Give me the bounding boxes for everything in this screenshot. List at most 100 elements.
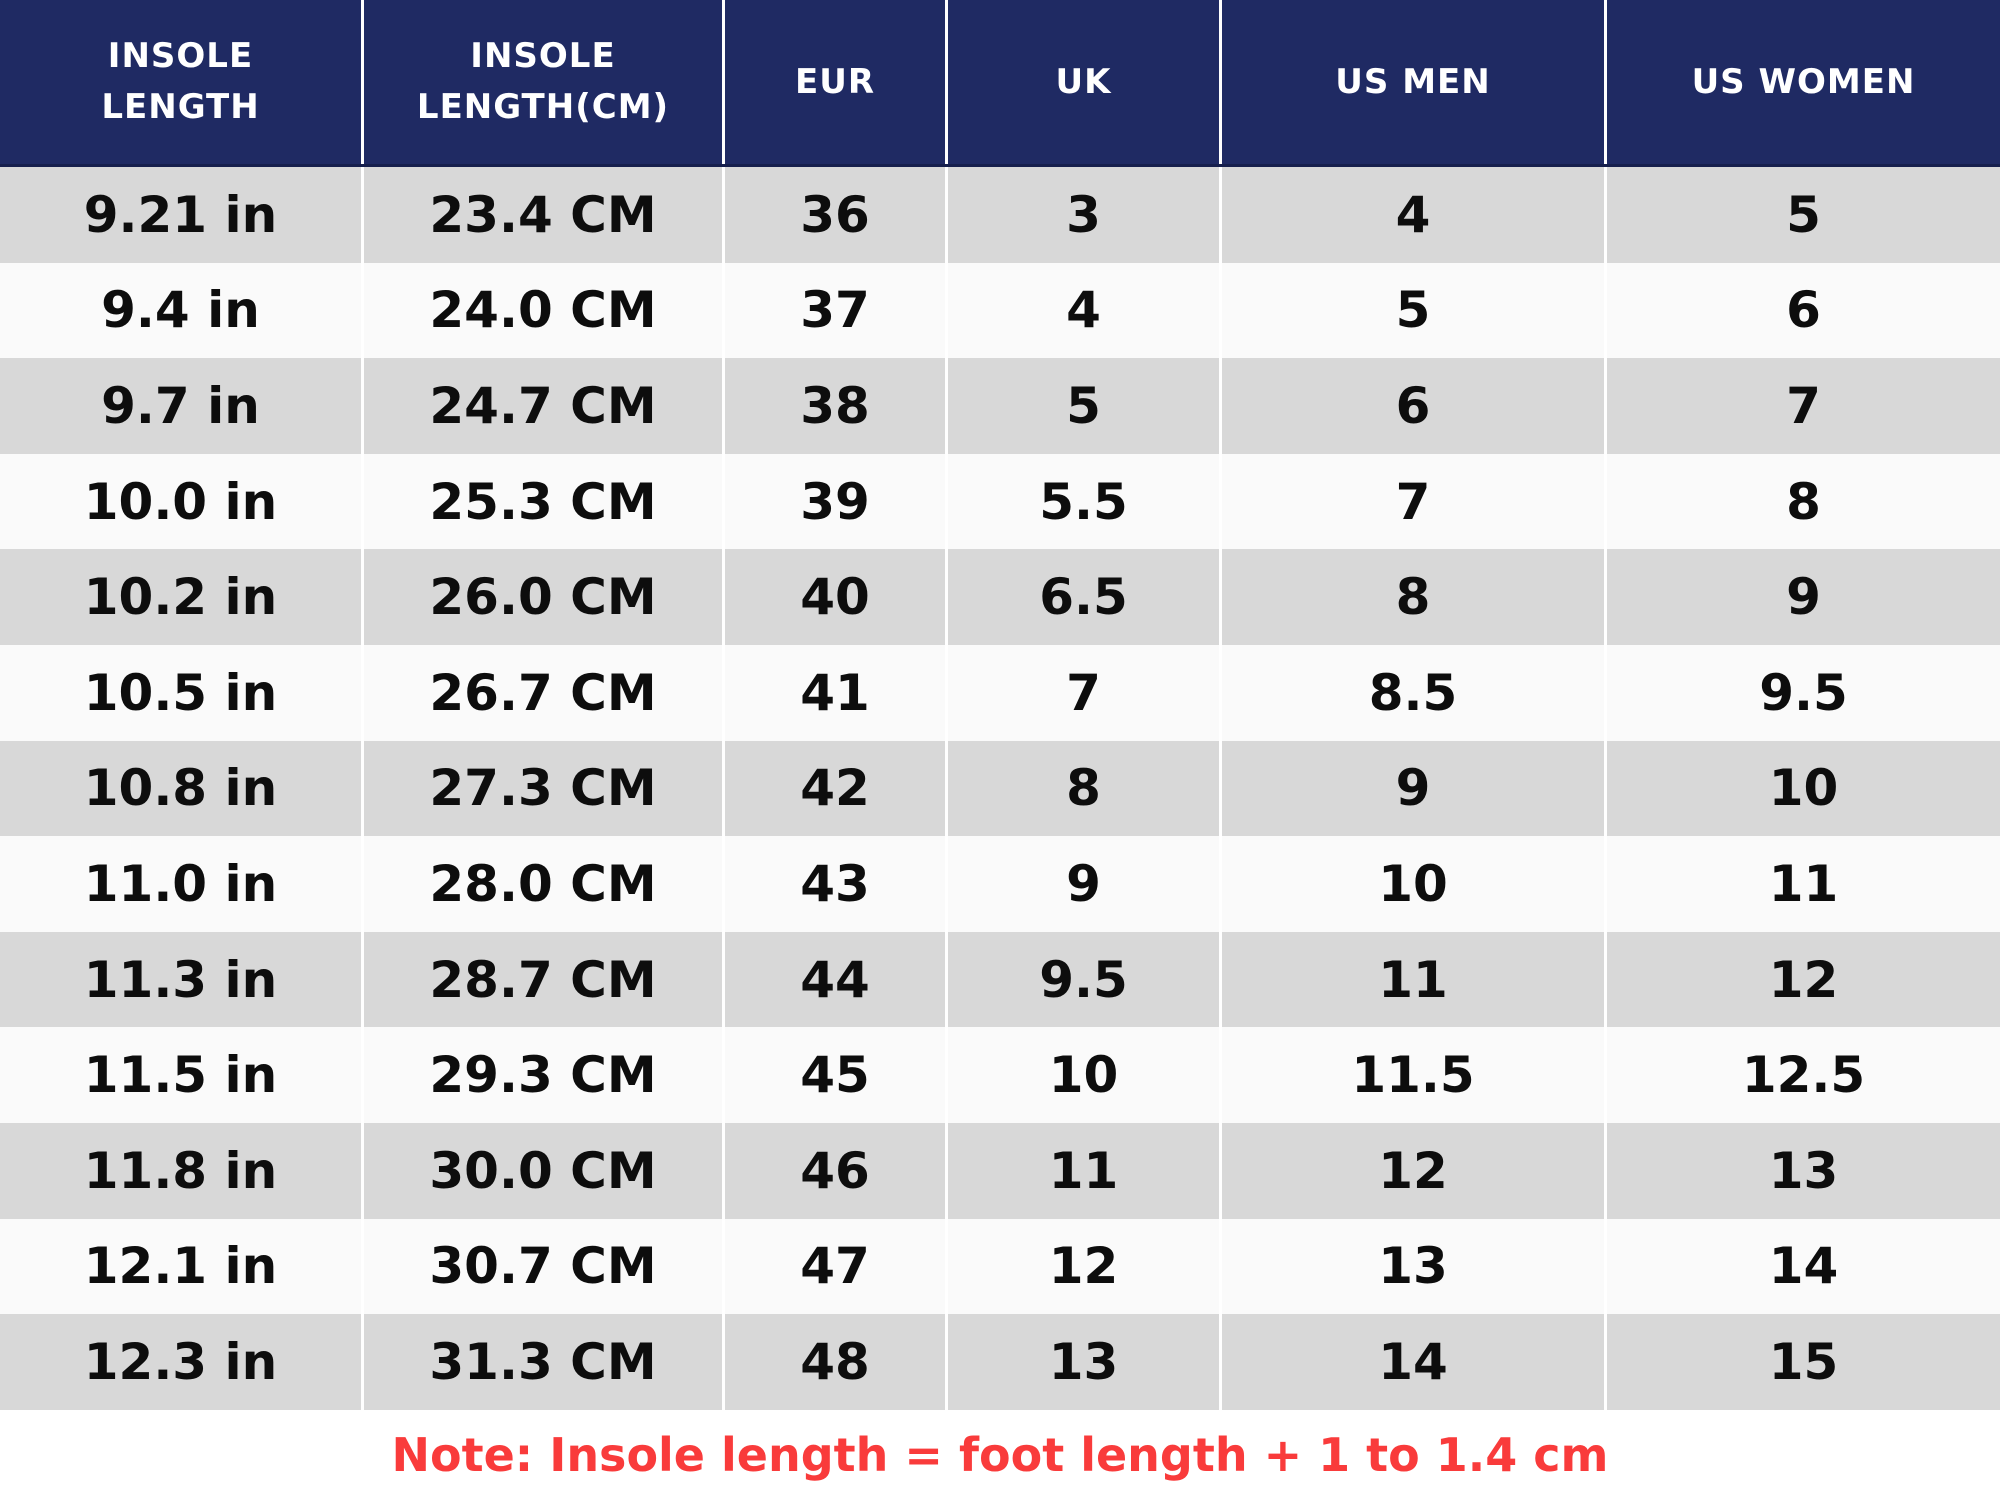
cell-eur: 43 [722, 836, 945, 932]
cell-insole-length-cm: 28.0 CM [361, 836, 722, 932]
cell-us-women: 12.5 [1604, 1027, 2000, 1123]
cell-insole-length-in: 12.1 in [83, 1237, 278, 1296]
cell-uk: 8 [945, 740, 1219, 837]
column-header-insole-length-cm: INSOLE LENGTH(CM) [361, 0, 722, 164]
cell-eur: 47 [722, 1218, 945, 1315]
cell-insole-length-in: 11.5 in [83, 1046, 278, 1105]
cell-us-men: 8.5 [1219, 644, 1604, 741]
cell-us-men: 9 [1219, 740, 1604, 837]
table-body: 9.21 in 23.4 CM 36 3 4 5 9.4 in 24.0 CM … [0, 167, 2000, 1410]
cell-eur: 40 [722, 549, 945, 645]
cell-insole-length-cm: 25.3 CM [361, 453, 722, 550]
cell-us-men: 7 [1219, 453, 1604, 550]
cell-us-men: 8 [1219, 549, 1604, 645]
cell-insole-length-in: 10.8 in [83, 759, 278, 818]
cell-uk: 11 [945, 1122, 1219, 1219]
cell-us-men: 11 [1219, 931, 1604, 1028]
cell-eur: 42 [722, 740, 945, 837]
cell-insole-length-in: 11.8 in [83, 1141, 278, 1200]
cell-insole-length-in: 12.3 in [83, 1332, 278, 1391]
table-row: 10.0 in 25.3 CM 39 5.5 7 8 [0, 453, 2000, 550]
table-row: 9.21 in 23.4 CM 36 3 4 5 [0, 167, 2000, 263]
table-row: 10.2 in 26.0 CM 40 6.5 8 9 [0, 549, 2000, 645]
cell-insole-length-cm: 24.7 CM [361, 358, 722, 454]
cell-insole-length-in: 9.7 in [101, 376, 260, 435]
cell-insole-length-cm: 31.3 CM [361, 1314, 722, 1410]
table-row: 11.0 in 28.0 CM 43 9 10 11 [0, 836, 2000, 932]
cell-us-women: 8 [1604, 453, 2000, 550]
cell-us-women: 6 [1604, 262, 2000, 359]
cell-insole-length-cm: 29.3 CM [361, 1027, 722, 1123]
cell-insole-length-in: 9.4 in [101, 281, 260, 340]
column-header-us-men: US MEN [1219, 0, 1604, 164]
cell-eur: 38 [722, 358, 945, 454]
cell-insole-length-in: 11.0 in [83, 854, 278, 913]
cell-uk: 13 [945, 1314, 1219, 1410]
cell-us-men: 12 [1219, 1122, 1604, 1219]
cell-insole-length-cm: 24.0 CM [361, 262, 722, 359]
cell-eur: 46 [722, 1122, 945, 1219]
column-header-insole-length-in: INSOLE LENGTH [101, 36, 260, 127]
cell-us-women: 11 [1604, 836, 2000, 932]
cell-eur: 48 [722, 1314, 945, 1410]
cell-eur: 45 [722, 1027, 945, 1123]
cell-uk: 4 [945, 262, 1219, 359]
cell-us-men: 6 [1219, 358, 1604, 454]
cell-eur: 36 [722, 167, 945, 263]
cell-us-women: 9.5 [1604, 644, 2000, 741]
cell-insole-length-cm: 28.7 CM [361, 931, 722, 1028]
cell-insole-length-in: 9.21 in [83, 185, 278, 244]
cell-insole-length-in: 11.3 in [83, 950, 278, 1009]
cell-us-men: 4 [1219, 167, 1604, 263]
cell-insole-length-cm: 27.3 CM [361, 740, 722, 837]
column-header-uk: UK [945, 0, 1219, 164]
cell-eur: 41 [722, 644, 945, 741]
cell-uk: 3 [945, 167, 1219, 263]
table-row: 12.3 in 31.3 CM 48 13 14 15 [0, 1314, 2000, 1410]
cell-eur: 44 [722, 931, 945, 1028]
cell-us-women: 14 [1604, 1218, 2000, 1315]
cell-uk: 9.5 [945, 931, 1219, 1028]
table-row: 10.5 in 26.7 CM 41 7 8.5 9.5 [0, 644, 2000, 741]
cell-uk: 12 [945, 1218, 1219, 1315]
cell-us-men: 11.5 [1219, 1027, 1604, 1123]
table-row: 11.8 in 30.0 CM 46 11 12 13 [0, 1122, 2000, 1219]
table-row: 9.4 in 24.0 CM 37 4 5 6 [0, 262, 2000, 359]
cell-uk: 9 [945, 836, 1219, 932]
cell-eur: 39 [722, 453, 945, 550]
table-row: 9.7 in 24.7 CM 38 5 6 7 [0, 358, 2000, 454]
note-text: Note: Insole length = foot length + 1 to… [0, 1409, 2000, 1500]
cell-us-men: 5 [1219, 262, 1604, 359]
column-header-eur: EUR [722, 0, 945, 164]
column-header-us-women: US WOMEN [1604, 0, 2000, 164]
cell-us-women: 15 [1604, 1314, 2000, 1410]
cell-us-men: 14 [1219, 1314, 1604, 1410]
cell-us-women: 12 [1604, 931, 2000, 1028]
cell-insole-length-cm: 26.0 CM [361, 549, 722, 645]
cell-uk: 6.5 [945, 549, 1219, 645]
cell-insole-length-cm: 23.4 CM [361, 167, 722, 263]
cell-insole-length-cm: 26.7 CM [361, 644, 722, 741]
cell-uk: 7 [945, 644, 1219, 741]
cell-us-women: 13 [1604, 1122, 2000, 1219]
cell-eur: 37 [722, 262, 945, 359]
table-row: 12.1 in 30.7 CM 47 12 13 14 [0, 1218, 2000, 1315]
cell-uk: 10 [945, 1027, 1219, 1123]
cell-insole-length-in: 10.0 in [83, 472, 278, 531]
cell-insole-length-cm: 30.7 CM [361, 1218, 722, 1315]
cell-us-women: 10 [1604, 740, 2000, 837]
cell-uk: 5 [945, 358, 1219, 454]
table-header-row: INSOLE LENGTH INSOLE LENGTH(CM) EUR UK U… [0, 0, 2000, 167]
cell-us-men: 13 [1219, 1218, 1604, 1315]
cell-us-women: 9 [1604, 549, 2000, 645]
cell-insole-length-cm: 30.0 CM [361, 1122, 722, 1219]
cell-insole-length-in: 10.5 in [83, 663, 278, 722]
cell-us-men: 10 [1219, 836, 1604, 932]
table-row: 10.8 in 27.3 CM 42 8 9 10 [0, 740, 2000, 837]
table-row: 11.3 in 28.7 CM 44 9.5 11 12 [0, 931, 2000, 1028]
cell-uk: 5.5 [945, 453, 1219, 550]
cell-insole-length-in: 10.2 in [83, 568, 278, 627]
cell-us-women: 5 [1604, 167, 2000, 263]
table-row: 11.5 in 29.3 CM 45 10 11.5 12.5 [0, 1027, 2000, 1123]
